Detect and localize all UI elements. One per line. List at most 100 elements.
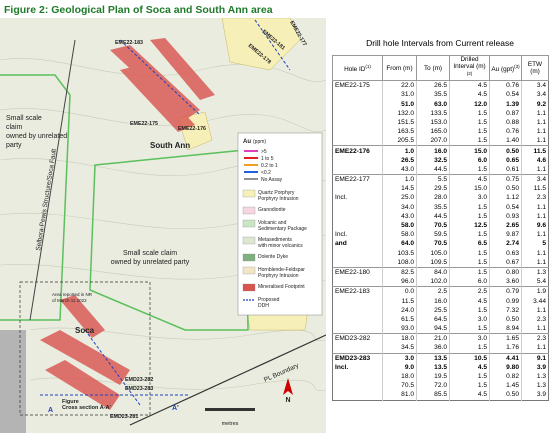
table-cell: 4.6 <box>521 155 549 165</box>
section-end: A <box>48 407 53 414</box>
inset-frame <box>19 281 151 416</box>
table-cell: 43.0 <box>382 164 417 175</box>
table-cell: 1.1 <box>521 248 549 258</box>
table-cell: 2.3 <box>521 333 549 344</box>
hole-label: EME22-175 <box>130 121 158 127</box>
table-row: EME22-180 82.5 84.0 1.5 0.80 1.3 <box>332 266 549 278</box>
table-cell: Incl. <box>335 231 348 239</box>
table-cell: 1.1 <box>521 305 549 315</box>
table-row: 205.5 207.0 1.5 1.40 1.1 <box>333 136 549 146</box>
table-cell: 16.0 <box>416 296 450 306</box>
table-cell: 0.93 <box>489 211 522 221</box>
table-cell: 4.5 <box>449 174 490 185</box>
table-cell: 151.5 <box>382 117 417 128</box>
table-cell: 1.5 <box>449 266 490 278</box>
hole-label: EMD23-281 <box>110 414 138 420</box>
column-header: Drilled Interval (m)(2) <box>449 54 490 82</box>
table-row: 14.5 29.5 15.0 0.50 11.5 <box>333 184 549 194</box>
legend-unit: Sedimentary Package <box>258 226 307 232</box>
table-cell: 12.0 <box>449 99 490 109</box>
table-row: 163.5 165.0 1.5 0.76 1.1 <box>333 127 549 137</box>
table-cell: 70.5 <box>416 220 450 231</box>
hole-label: EME22-183 <box>115 40 143 46</box>
table-cell: 51.0 <box>382 99 417 109</box>
table-cell: 9.2 <box>521 99 549 109</box>
table-cell: 1.1 <box>521 164 549 175</box>
table-cell: 0.75 <box>489 174 522 185</box>
table-cell: 6.5 <box>449 239 490 249</box>
table-cell: 44.5 <box>416 164 450 175</box>
table-row: 81.0 85.5 4.5 0.50 3.9 <box>333 390 549 400</box>
legend-unit: Proposed <box>258 297 280 303</box>
legend-unit-swatch <box>242 189 256 198</box>
table-cell <box>333 212 383 221</box>
table-cell <box>333 127 383 136</box>
table-row: EME22-183 0.0 2.5 2.5 0.79 1.9 <box>332 286 549 297</box>
legend-unit: with minor volcanics <box>258 243 303 249</box>
table-cell: 2.3 <box>521 314 549 324</box>
table-cell: 28.0 <box>416 193 450 203</box>
table-row: Incl. 25.0 28.0 3.0 1.12 2.3 <box>333 193 549 203</box>
table-cell: 4.5 <box>449 80 490 91</box>
table-cell: 9.87 <box>489 230 522 240</box>
table-cell: 2.5 <box>416 286 450 297</box>
table-cell: 3.0 <box>449 314 490 324</box>
table-cell: 0.54 <box>489 90 522 100</box>
header-text: Au (gpt) <box>491 66 515 74</box>
table-cell: 70.5 <box>382 381 417 391</box>
table-row: 31.0 35.5 4.5 0.54 3.4 <box>333 90 549 100</box>
legend-unit-swatch <box>242 206 256 215</box>
table-cell: 58.0 <box>382 220 417 231</box>
table-cell: 96.0 <box>382 277 417 287</box>
table-cell: 94.5 <box>416 324 450 334</box>
scale-bar <box>205 408 255 411</box>
table-cell: 13.5 <box>416 352 450 363</box>
table-cell: 93.0 <box>382 324 417 334</box>
table-cell: 18.0 <box>382 333 417 344</box>
table-cell: 1.5 <box>449 108 490 118</box>
table-cell: 59.5 <box>416 230 450 240</box>
table-cell: 0.76 <box>489 127 522 137</box>
table-cell: 5.4 <box>521 277 549 287</box>
table-cell: 7.32 <box>489 305 522 315</box>
claim-label: owned by unrelated <box>6 133 67 140</box>
table-row: 34.5 36.0 1.5 1.76 1.1 <box>333 343 549 354</box>
table-row: and 64.0 70.5 6.5 2.74 5 <box>333 239 549 249</box>
table-cell: EME22-180 <box>332 266 383 278</box>
legend-grade: 0.2 to 1 <box>261 163 278 169</box>
legend-grade: 1 to 5 <box>261 156 274 162</box>
table-cell: 1.1 <box>521 127 549 137</box>
table-cell: 103.5 <box>382 248 417 258</box>
legend-unit: Mineralised Footprint <box>258 284 305 290</box>
table-cell: 13.5 <box>416 362 450 372</box>
table-cell: 72.0 <box>416 381 450 391</box>
table-cell: 0.87 <box>489 108 522 118</box>
legend-unit-swatch <box>242 266 256 275</box>
table-cell: 8.94 <box>489 324 522 334</box>
table-cell <box>333 118 383 127</box>
table-cell <box>333 90 383 99</box>
table-cell: 15.0 <box>449 145 490 156</box>
table-cell: 5 <box>521 239 549 249</box>
hole-label: EMD23-282 <box>125 377 153 383</box>
table-cell: 3.0 <box>382 352 417 363</box>
table-cell: 58.0 <box>382 230 417 240</box>
table-row: EME22-176 1.0 16.0 15.0 0.50 11.5 <box>332 145 549 156</box>
table-cell <box>333 221 383 230</box>
table-cell: 1.40 <box>489 136 522 146</box>
table-row: Incl. 9.0 13.5 4.5 9.80 3.9 <box>333 362 549 372</box>
table-cell: 0.50 <box>489 390 522 400</box>
proposed-ddh <box>40 19 291 406</box>
table-row: 151.5 153.0 1.5 0.88 1.1 <box>333 117 549 128</box>
table-cell <box>333 203 383 212</box>
legend-grade: >5 <box>261 149 267 155</box>
column-header: ETW (m) <box>521 54 549 82</box>
table-cell: 165.0 <box>416 127 450 137</box>
table-row: 96.0 102.0 6.0 3.60 5.4 <box>333 277 549 287</box>
table-cell: 5.5 <box>416 174 450 185</box>
table-cell: 11.5 <box>382 296 417 306</box>
legend-unit: Metasediments <box>258 237 292 243</box>
table-cell <box>333 372 383 381</box>
table-cell: 1.1 <box>521 257 549 268</box>
